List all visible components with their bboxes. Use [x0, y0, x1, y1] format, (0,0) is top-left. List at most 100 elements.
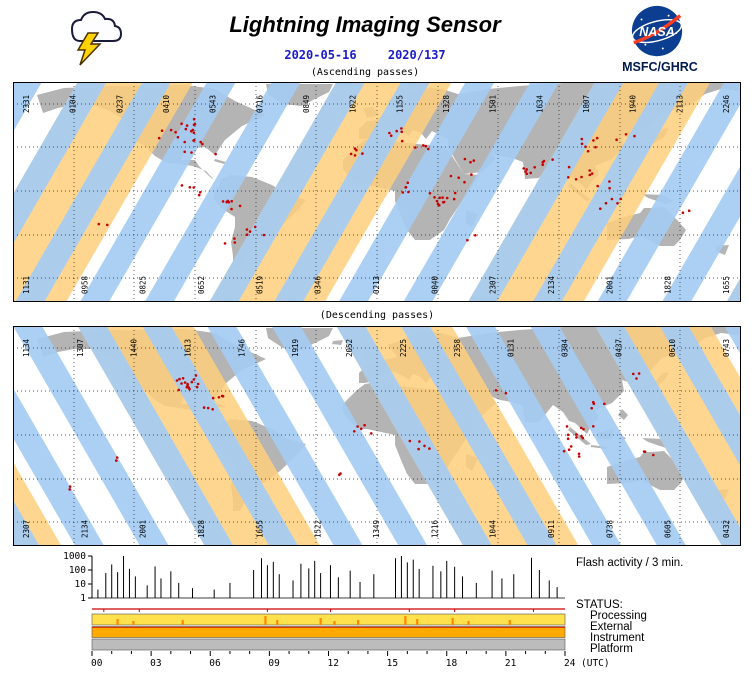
lightning-flash-dot	[504, 391, 508, 395]
lightning-flash-dot	[188, 387, 191, 391]
lightning-flash-dot	[199, 140, 202, 144]
orbit-time-label: 0304	[561, 338, 570, 357]
lightning-flash-dot	[596, 184, 599, 188]
lightning-bolt-shape	[76, 32, 102, 66]
lightning-flash-dot	[637, 372, 641, 375]
lightning-flash-dot	[417, 447, 420, 451]
lightning-flash-dot	[178, 377, 181, 381]
orbit-time-label: 0437	[614, 339, 623, 357]
orbit-time-label: 1828	[664, 275, 673, 294]
lightning-flash-dot	[427, 147, 430, 151]
lightning-flash-dot	[353, 154, 357, 157]
status-row-processing-label: Processing	[590, 610, 647, 622]
svg-text:03: 03	[150, 658, 161, 669]
map-ascending: 2331 0104 0237 0410 0543 0716 0849 1022 1155 1328…	[13, 82, 741, 302]
lightning-flash-dot	[551, 158, 554, 161]
lightning-flash-dot	[68, 485, 72, 488]
lightning-flash-dot	[592, 402, 596, 405]
lightning-flash-dot	[198, 191, 202, 194]
orbit-time-label: 1634	[535, 94, 544, 113]
svg-text:00: 00	[91, 658, 103, 669]
lightning-flash-dot	[525, 168, 528, 171]
lightning-flash-dot	[195, 385, 199, 389]
lightning-flash-dot	[449, 174, 453, 178]
lightning-flash-dot	[400, 139, 404, 143]
orbit-time-label: 0652	[197, 276, 206, 294]
orbit-time-label: 1155	[395, 95, 404, 113]
orbit-time-label: 1655	[722, 276, 731, 294]
lightning-flash-dot	[223, 242, 227, 245]
lightning-flash-dot	[586, 149, 590, 153]
org-label: MSFC/GHRC	[622, 60, 698, 74]
orbit-time-label: 0958	[80, 275, 89, 294]
lightning-flash-dot	[414, 146, 417, 149]
orbit-time-label: 0213	[372, 276, 381, 294]
lightning-flash-dot	[180, 184, 184, 187]
lightning-flash-dot	[590, 406, 593, 410]
lightning-flash-dot	[248, 230, 252, 233]
date-line: 2020-05-16 2020/137	[150, 48, 580, 62]
lightning-flash-dot	[569, 445, 573, 448]
lightning-flash-dot	[221, 395, 225, 398]
orbit-time-label: 1522	[314, 520, 323, 538]
lightning-flash-dot	[624, 133, 628, 136]
lightning-flash-dot	[681, 211, 685, 214]
lightning-flash-dot	[176, 135, 180, 139]
storm-cloud-lightning-icon	[70, 10, 122, 66]
lightning-flash-dot	[115, 459, 118, 462]
lightning-flash-dot	[406, 181, 410, 185]
orbit-time-label: 1134	[22, 338, 31, 357]
lightning-flash-dot	[361, 152, 364, 155]
lightning-flash-dot	[463, 180, 466, 184]
svg-text:21: 21	[505, 658, 517, 669]
lightning-flash-dot	[469, 160, 472, 164]
orbit-time-label: 0432	[722, 520, 731, 538]
orbit-time-label: 0040	[430, 275, 439, 294]
lightning-flash-dot	[353, 430, 356, 433]
status-row-instrument-label: Instrument	[590, 632, 645, 644]
orbit-time-label: 0849	[302, 95, 311, 113]
lightning-flash-dot	[262, 233, 266, 237]
lightning-flash-dot	[567, 165, 571, 169]
lightning-flash-dot	[169, 128, 173, 132]
orbit-time-label: 0911	[547, 520, 556, 538]
orbit-time-label: 2225	[399, 339, 408, 357]
lightning-flash-dot	[349, 152, 353, 156]
orbit-time-label: 2001	[139, 520, 148, 538]
lightning-flash-dot	[522, 167, 525, 170]
orbit-time-label: 0104	[69, 94, 78, 113]
orbit-time-label: 0610	[668, 338, 677, 357]
lightning-flash-dot	[562, 449, 566, 453]
ascending-passes-caption: (Ascending passes)	[310, 67, 420, 78]
lightning-flash-dot	[355, 148, 358, 152]
svg-text:1: 1	[80, 593, 86, 604]
lightning-flash-dot	[221, 200, 225, 203]
lightning-flash-dot	[580, 142, 584, 146]
orbit-time-label: 1349	[372, 520, 381, 538]
lightning-flash-dot	[68, 488, 71, 491]
lightning-flash-dot	[211, 396, 215, 400]
svg-text:18: 18	[446, 658, 458, 669]
lightning-flash-dot	[595, 136, 599, 140]
lightning-flash-dot	[457, 176, 461, 179]
lightning-flash-dot	[356, 425, 359, 428]
lightning-flash-dot	[197, 193, 201, 197]
lightning-flash-dot	[577, 452, 581, 456]
orbit-time-label: 1655	[255, 520, 264, 538]
orbit-time-label: 1307	[76, 339, 85, 357]
date-doy: 2020/137	[387, 48, 446, 62]
lightning-flash-dot	[472, 159, 476, 162]
lightning-flash-dot	[192, 123, 196, 127]
lightning-flash-dot	[388, 131, 391, 135]
lightning-flash-dot	[463, 157, 467, 161]
lightning-flash-dot	[438, 196, 442, 200]
svg-text:100: 100	[69, 565, 86, 576]
orbit-time-label: 1216	[430, 519, 439, 538]
lightning-flash-dot	[183, 140, 186, 144]
map-ascending-svg: 2331 0104 0237 0410 0543 0716 0849 1022 1155 1328…	[13, 82, 741, 302]
orbit-time-label: 0410	[162, 94, 171, 113]
lightning-flash-dot	[233, 241, 237, 244]
lightning-flash-dot	[418, 440, 421, 443]
lightning-flash-dot	[441, 201, 445, 204]
